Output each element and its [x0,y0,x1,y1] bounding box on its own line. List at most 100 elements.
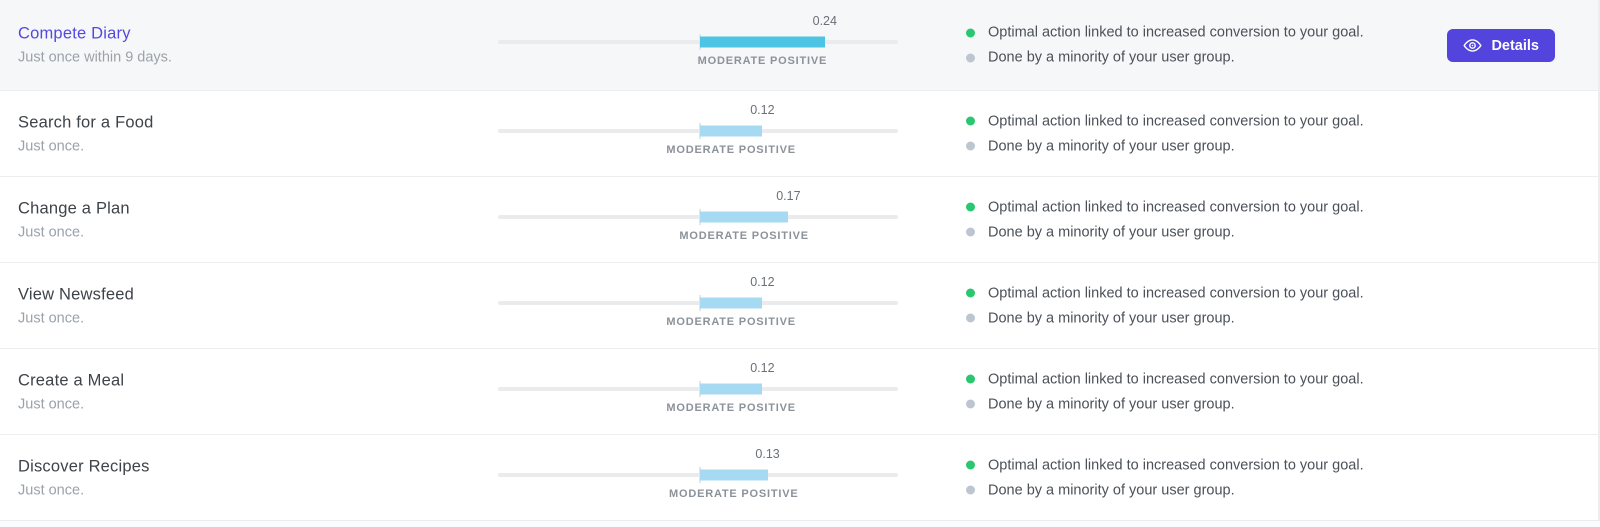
impact-bar: 0.13 MODERATE POSITIVE [498,447,898,507]
action-title-block: Create a Meal Just once. [18,371,124,412]
details-button-label: Details [1491,37,1539,54]
action-title-block: Discover Recipes Just once. [18,457,150,498]
gray-dot-icon [966,485,975,495]
insights: Optimal action linked to increased conve… [966,371,1364,412]
insight-optimal-action: Optimal action linked to increased conve… [966,371,1364,387]
impact-fill [700,469,768,480]
action-title-block: View Newsfeed Just once. [18,285,134,326]
action-subtitle: Just once. [18,482,85,498]
impact-fill [700,36,825,48]
green-dot-icon [966,202,975,212]
action-row-change-a-plan[interactable]: Change a Plan Just once. 0.17 MODERATE P… [0,176,1598,262]
gray-dot-icon [966,313,975,323]
action-title[interactable]: View Newsfeed [18,285,135,303]
insights: Optimal action linked to increased conve… [966,199,1364,240]
impact-track [498,122,898,139]
action-row-create-a-meal[interactable]: Create a Meal Just once. 0.12 MODERATE P… [0,348,1598,434]
green-dot-icon [966,116,975,126]
action-title[interactable]: Search for a Food [18,113,154,131]
impact-value: 0.24 [812,14,837,28]
impact-fill [700,297,763,308]
insight-optimal-action: Optimal action linked to increased conve… [966,113,1364,129]
insight-text: Done by a minority of your user group. [988,138,1235,154]
insight-text: Done by a minority of your user group. [988,49,1235,66]
insights: Optimal action linked to increased conve… [966,285,1364,326]
impact-value: 0.13 [755,446,780,461]
green-dot-icon [966,374,975,384]
insight-text: Optimal action linked to increased conve… [988,457,1364,473]
action-row-discover-recipes[interactable]: Discover Recipes Just once. 0.13 MODERAT… [0,434,1598,520]
action-row-search-for-a-food[interactable]: Search for a Food Just once. 0.12 MODERA… [0,90,1598,176]
insight-user-group: Done by a minority of your user group. [966,50,1364,66]
impact-value: 0.17 [776,188,801,203]
action-title-block: Search for a Food Just once. [18,113,153,154]
eye-icon [1463,36,1482,55]
impact-bar: 0.12 MODERATE POSITIVE [498,275,898,335]
action-subtitle: Just once within 9 days. [18,49,172,66]
impact-label: MODERATE POSITIVE [666,401,796,414]
impact-bar: 0.12 MODERATE POSITIVE [498,361,898,421]
insight-text: Done by a minority of your user group. [988,482,1235,498]
impact-fill [700,211,789,222]
details-button[interactable]: Details [1447,29,1555,62]
insight-optimal-action: Optimal action linked to increased conve… [966,285,1364,301]
impact-fill [700,125,763,136]
impact-label: MODERATE POSITIVE [669,487,799,500]
insight-text: Optimal action linked to increased conve… [988,371,1364,387]
impact-bar: 0.17 MODERATE POSITIVE [498,189,898,249]
impact-bar: 0.24 MODERATE POSITIVE [498,14,898,74]
impact-label: MODERATE POSITIVE [697,55,828,67]
insight-text: Optimal action linked to increased conve… [988,24,1364,41]
impact-fill [700,383,763,394]
insight-text: Optimal action linked to increased conve… [988,285,1364,301]
action-title[interactable]: Compete Diary [18,24,131,43]
gray-dot-icon [966,399,975,409]
impact-track [498,294,898,311]
green-dot-icon [966,288,975,298]
impact-label: MODERATE POSITIVE [666,143,796,156]
insight-text: Done by a minority of your user group. [988,396,1235,412]
action-title[interactable]: Change a Plan [18,199,130,217]
action-row-compete-diary[interactable]: Compete Diary Just once within 9 days. 0… [0,0,1598,90]
impact-value: 0.12 [750,102,775,117]
insights: Optimal action linked to increased conve… [966,457,1364,498]
action-title[interactable]: Discover Recipes [18,457,150,475]
insight-text: Optimal action linked to increased conve… [988,199,1364,215]
action-row-view-newsfeed[interactable]: View Newsfeed Just once. 0.12 MODERATE P… [0,262,1598,348]
impact-value: 0.12 [750,360,775,375]
insights: Optimal action linked to increased conve… [966,113,1364,154]
gray-dot-icon [966,227,975,237]
insight-optimal-action: Optimal action linked to increased conve… [966,457,1364,473]
gray-dot-icon [966,53,975,62]
impact-track [498,466,898,483]
green-dot-icon [966,460,975,470]
gray-dot-icon [966,141,975,151]
insights: Optimal action linked to increased conve… [966,25,1364,66]
impact-label: MODERATE POSITIVE [666,315,796,328]
insight-user-group: Done by a minority of your user group. [966,482,1364,498]
insight-user-group: Done by a minority of your user group. [966,224,1364,240]
action-title-block: Compete Diary Just once within 9 days. [18,25,172,66]
insight-user-group: Done by a minority of your user group. [966,310,1364,326]
impact-track [498,208,898,225]
insight-text: Optimal action linked to increased conve… [988,113,1364,129]
insight-user-group: Done by a minority of your user group. [966,138,1364,154]
insight-text: Done by a minority of your user group. [988,224,1235,240]
action-subtitle: Just once. [18,138,85,154]
action-subtitle: Just once. [18,310,85,326]
impact-label: MODERATE POSITIVE [679,229,809,242]
impact-value: 0.12 [750,274,775,289]
impact-bar: 0.12 MODERATE POSITIVE [498,103,898,163]
insight-text: Done by a minority of your user group. [988,310,1235,326]
insight-optimal-action: Optimal action linked to increased conve… [966,199,1364,215]
action-subtitle: Just once. [18,396,85,412]
impact-track [498,34,898,50]
impact-track [498,380,898,397]
action-subtitle: Just once. [18,224,85,240]
insight-optimal-action: Optimal action linked to increased conve… [966,25,1364,41]
action-title[interactable]: Create a Meal [18,371,125,389]
action-title-block: Change a Plan Just once. [18,199,130,240]
green-dot-icon [966,28,975,37]
insight-user-group: Done by a minority of your user group. [966,396,1364,412]
